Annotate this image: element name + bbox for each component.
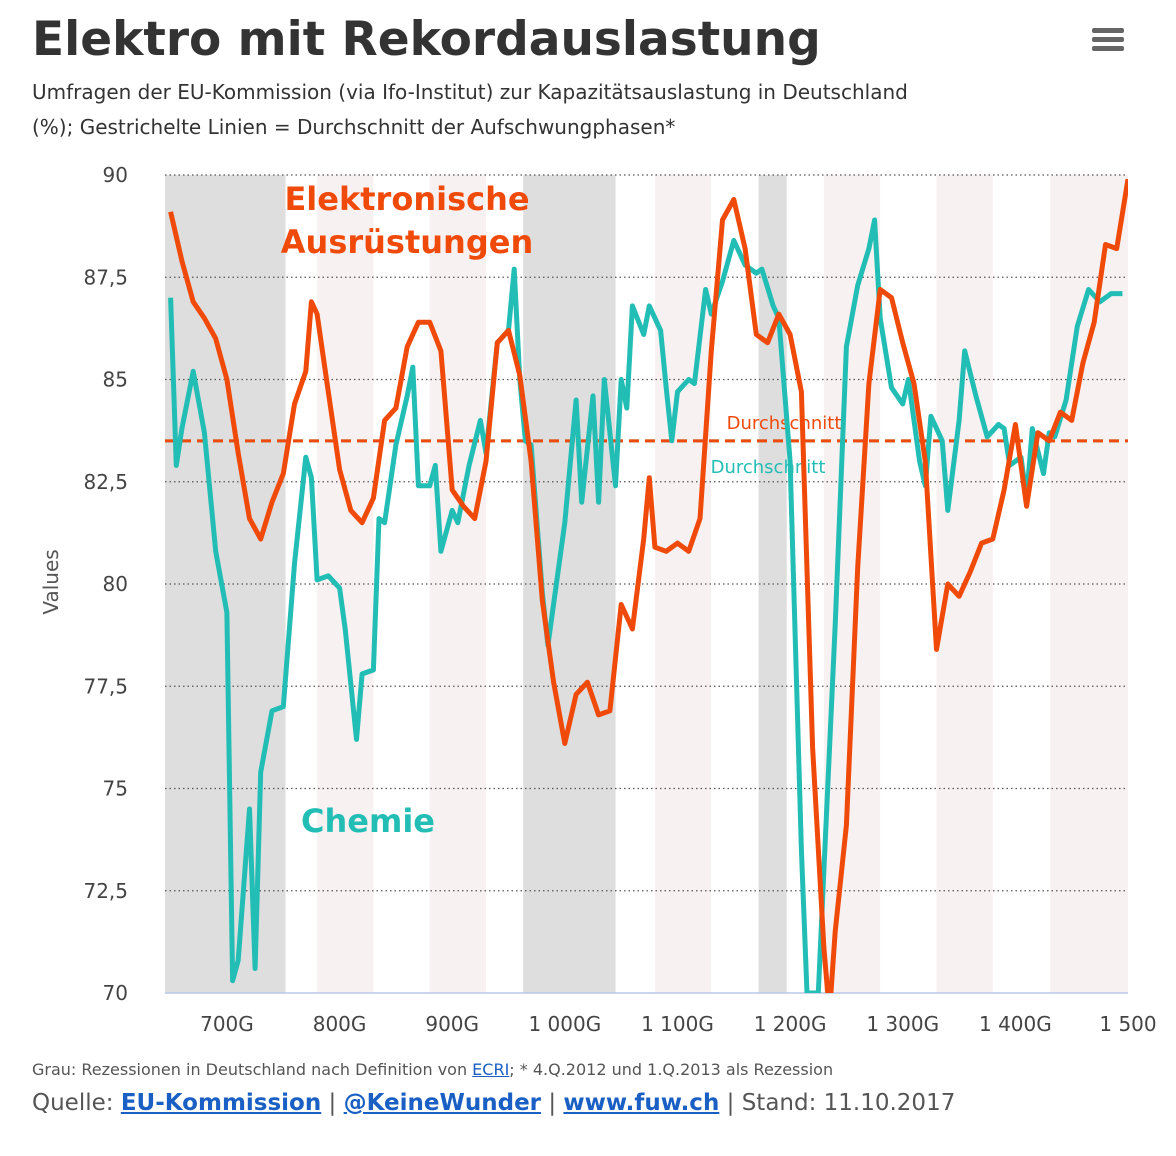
text: Quelle: bbox=[32, 1090, 121, 1116]
y-tick-label: 80 bbox=[103, 572, 128, 596]
link[interactable]: www.fuw.ch bbox=[563, 1090, 720, 1116]
x-tick-label: 900G bbox=[425, 1012, 479, 1036]
subtitle: Umfragen der EU-Kommission (via Ifo-Inst… bbox=[32, 80, 908, 104]
link[interactable]: ECRI bbox=[472, 1060, 510, 1079]
annotation: Ausrüstungen bbox=[281, 223, 533, 261]
x-tick-label: 1 100G bbox=[641, 1012, 714, 1036]
y-tick-label: 72,5 bbox=[83, 879, 128, 903]
series-line bbox=[168, 217, 1123, 993]
x-tick-label: 1 300G bbox=[866, 1012, 939, 1036]
chart-title: Elektro mit Rekordauslastung bbox=[32, 12, 821, 67]
footnote: Grau: Rezessionen in Deutschland nach De… bbox=[32, 1060, 833, 1079]
series-line bbox=[168, 178, 1128, 993]
link[interactable]: EU-Kommission bbox=[120, 1090, 322, 1116]
x-tick-label: 800G bbox=[313, 1012, 367, 1036]
y-tick-label: 70 bbox=[103, 981, 128, 1005]
x-tick-label: 1 400G bbox=[979, 1012, 1052, 1036]
text: | bbox=[321, 1090, 344, 1116]
y-tick-label: 75 bbox=[103, 777, 128, 801]
average-label: Durchschnitt bbox=[727, 413, 842, 434]
annotation: Chemie bbox=[301, 802, 435, 840]
y-tick-label: 87,5 bbox=[83, 265, 128, 289]
text: | Stand: 11.10.2017 bbox=[719, 1090, 956, 1116]
link[interactable]: @KeineWunder bbox=[343, 1090, 542, 1116]
plot-band bbox=[1106, 175, 1128, 993]
subtitle: (%); Gestrichelte Linien = Durchschnitt … bbox=[32, 115, 676, 139]
text: | bbox=[541, 1090, 564, 1116]
average-label: Durchschnitt bbox=[711, 457, 826, 478]
y-tick-label: 77,5 bbox=[83, 674, 128, 698]
x-tick-label: 1 200G bbox=[754, 1012, 827, 1036]
menu-button[interactable] bbox=[1090, 26, 1126, 54]
y-tick-label: 90 bbox=[103, 163, 128, 187]
y-tick-label: 82,5 bbox=[83, 470, 128, 494]
text: ; * 4.Q.2012 und 1.Q.2013 als Rezession bbox=[509, 1060, 834, 1079]
source: Quelle: EU-Kommission | @KeineWunder | w… bbox=[32, 1090, 955, 1116]
x-tick-label: 700G bbox=[200, 1012, 254, 1036]
x-tick-label: 1 000G bbox=[528, 1012, 601, 1036]
y-axis-label: Values bbox=[39, 549, 63, 614]
x-tick-label: 1 500 bbox=[1099, 1012, 1156, 1036]
annotation: Elektronische bbox=[284, 180, 529, 218]
y-tick-label: 85 bbox=[103, 368, 128, 392]
text: Grau: Rezessionen in Deutschland nach De… bbox=[32, 1060, 473, 1079]
